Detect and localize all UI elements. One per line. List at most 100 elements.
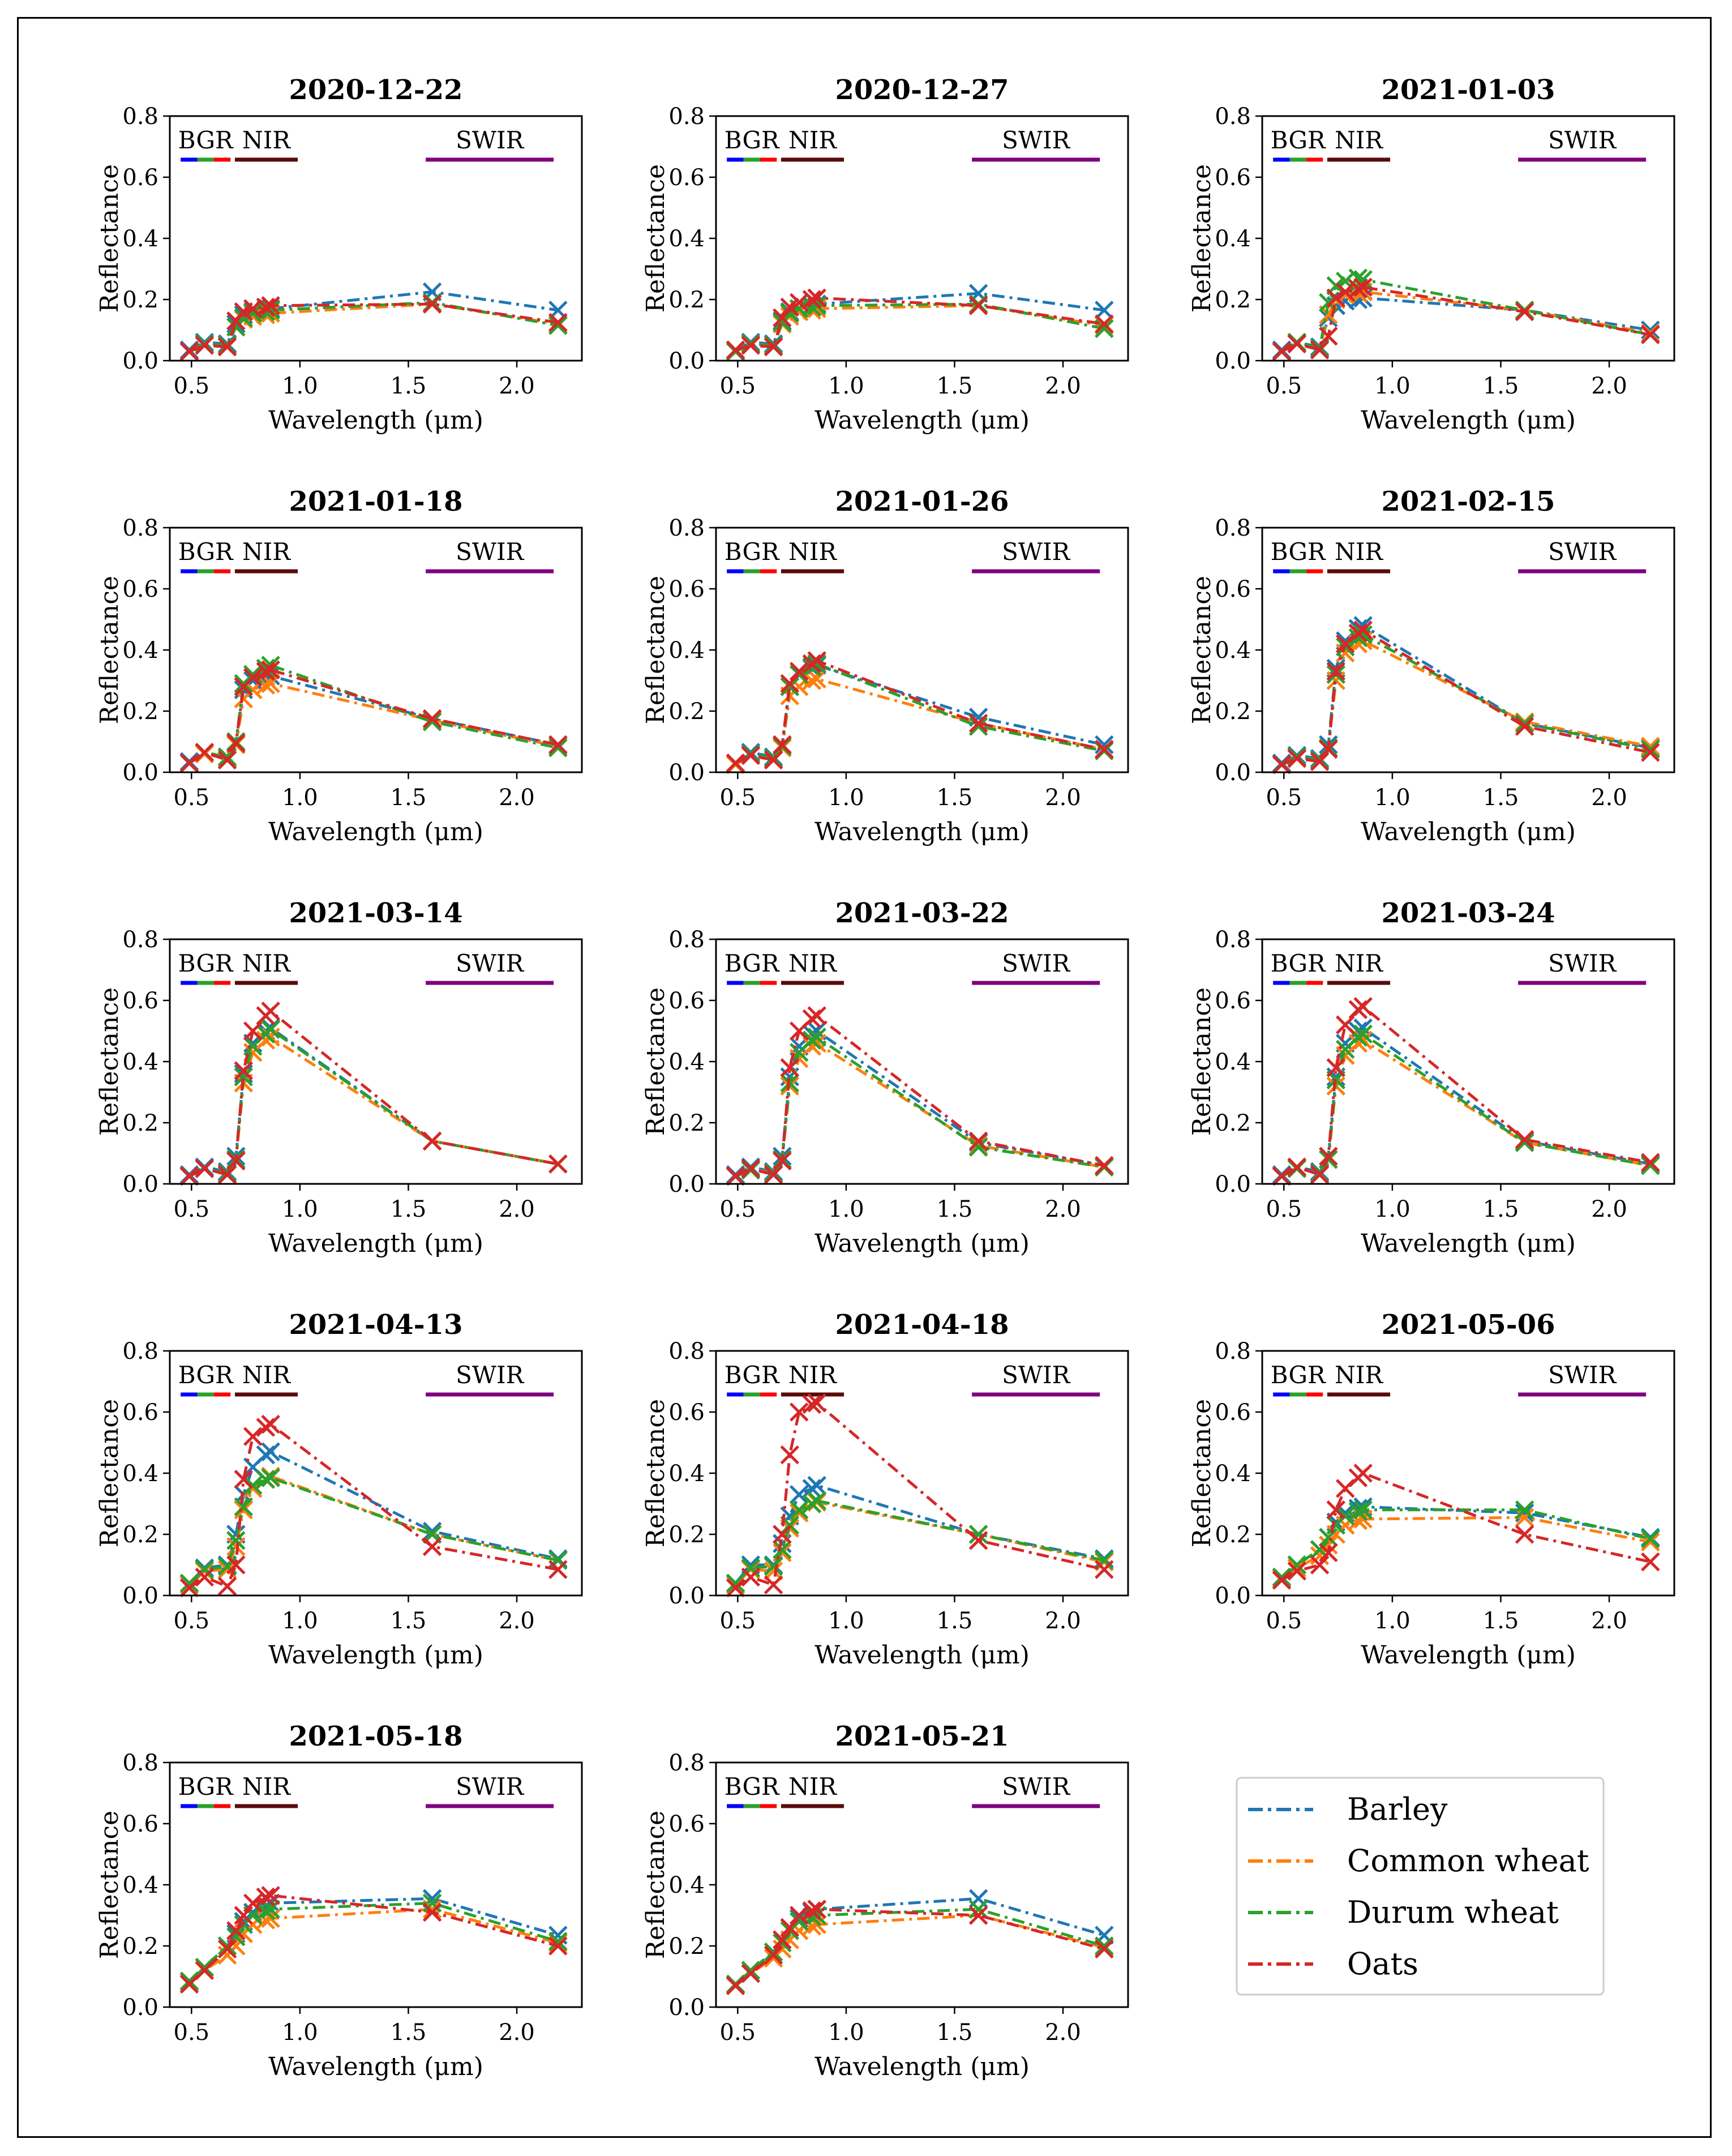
y-tick-label: 0.6 bbox=[668, 988, 705, 1014]
y-tick-label: 0.6 bbox=[122, 165, 158, 191]
band-label-swir: SWIR bbox=[456, 1361, 525, 1389]
band-label-nir: NIR bbox=[788, 1361, 837, 1389]
data-point-oats bbox=[1319, 1147, 1338, 1166]
data-point-durum-wheat bbox=[807, 1028, 826, 1047]
band-label-swir: SWIR bbox=[1002, 126, 1071, 154]
data-point-oats bbox=[741, 1964, 761, 1983]
data-point-durum-wheat bbox=[780, 677, 800, 696]
data-point-durum-wheat bbox=[741, 1961, 761, 1980]
x-tick-label: 1.0 bbox=[282, 1608, 318, 1634]
data-point-durum-wheat bbox=[968, 1525, 988, 1544]
series-line-common-wheat bbox=[188, 1036, 559, 1178]
x-tick-label: 2.0 bbox=[1591, 1608, 1627, 1634]
band-label-nir: NIR bbox=[1335, 949, 1383, 977]
band-label-nir: NIR bbox=[242, 949, 291, 977]
y-tick-label: 0.6 bbox=[1215, 988, 1251, 1014]
y-tick-label: 0.2 bbox=[668, 1522, 705, 1548]
data-point-common-wheat bbox=[1326, 671, 1346, 690]
data-point-oats bbox=[1287, 748, 1307, 768]
data-point-oats bbox=[1326, 288, 1346, 308]
x-tick-label: 1.0 bbox=[1374, 373, 1411, 399]
data-point-oats bbox=[1348, 279, 1368, 298]
x-tick-label: 2.0 bbox=[499, 1196, 535, 1222]
subplot-title: 2021-01-18 bbox=[289, 486, 462, 517]
data-point-oats bbox=[741, 746, 761, 765]
subplot-title: 2021-05-06 bbox=[1381, 1309, 1555, 1341]
data-point-oats bbox=[179, 1974, 199, 1994]
plot-frame bbox=[715, 115, 1129, 362]
x-axis-label: Wavelength (μm) bbox=[268, 1229, 483, 1258]
y-axis-label: Reflectance bbox=[95, 1399, 124, 1547]
data-point-oats bbox=[726, 1166, 745, 1186]
plot-frame bbox=[715, 938, 1129, 1185]
data-point-durum-wheat bbox=[261, 1020, 280, 1040]
data-point-oats bbox=[764, 750, 783, 770]
subplot-2021-03-22: 2021-03-22 0.0 0.2 0.4 0.6 0.8 0.5 1.0 1.5 2.0 Wav… bbox=[641, 897, 1129, 1258]
plot-frame bbox=[169, 938, 583, 1185]
data-point-barley bbox=[1095, 301, 1114, 320]
x-tick-label: 0.5 bbox=[1266, 785, 1302, 811]
data-point-oats bbox=[226, 733, 246, 753]
y-tick-label: 0.2 bbox=[122, 1110, 158, 1136]
data-point-oats bbox=[217, 337, 237, 357]
data-point-durum-wheat bbox=[807, 1491, 826, 1511]
x-tick-label: 1.0 bbox=[1374, 1608, 1411, 1634]
data-point-oats bbox=[261, 1886, 280, 1905]
data-point-oats bbox=[773, 735, 792, 755]
data-point-durum-wheat bbox=[1641, 1156, 1660, 1175]
data-point-durum-wheat bbox=[261, 1900, 280, 1919]
data-point-barley bbox=[968, 708, 988, 727]
subplot-title: 2021-01-03 bbox=[1381, 74, 1555, 106]
data-point-oats bbox=[789, 662, 809, 681]
data-point-durum-wheat bbox=[773, 1540, 792, 1559]
data-point-oats bbox=[968, 713, 988, 733]
x-tick-label: 0.5 bbox=[1266, 1196, 1302, 1222]
data-point-oats bbox=[548, 735, 568, 755]
data-point-oats bbox=[773, 1151, 792, 1171]
y-tick-label: 0.2 bbox=[668, 1933, 705, 1960]
y-tick-label: 0.2 bbox=[1215, 699, 1251, 725]
data-point-barley bbox=[1095, 735, 1114, 755]
band-label-bgr: BGR bbox=[1271, 538, 1326, 566]
y-tick-label: 0.2 bbox=[122, 1933, 158, 1960]
data-point-oats bbox=[261, 1002, 280, 1021]
series-line-oats bbox=[735, 1014, 1105, 1178]
series-line-barley bbox=[735, 664, 1105, 764]
y-tick-label: 0.4 bbox=[122, 1461, 158, 1487]
data-point-oats bbox=[968, 1131, 988, 1151]
data-point-oats bbox=[256, 297, 276, 317]
data-point-durum-wheat bbox=[256, 1901, 276, 1920]
series-line-oats bbox=[1281, 285, 1651, 353]
y-axis-label: Reflectance bbox=[1187, 164, 1216, 313]
data-point-oats bbox=[179, 754, 199, 773]
subplot-title: 2020-12-22 bbox=[289, 74, 462, 106]
data-point-oats bbox=[773, 1930, 792, 1949]
subplot-title: 2021-03-22 bbox=[835, 897, 1009, 929]
y-tick-label: 0.0 bbox=[122, 348, 158, 374]
x-tick-label: 2.0 bbox=[1045, 1608, 1081, 1634]
x-tick-label: 1.0 bbox=[828, 785, 864, 811]
band-label-nir: NIR bbox=[242, 1773, 291, 1800]
y-tick-label: 0.4 bbox=[1215, 1049, 1251, 1075]
y-tick-label: 0.0 bbox=[668, 1583, 705, 1609]
subplot-title: 2021-03-14 bbox=[289, 897, 462, 929]
data-point-oats bbox=[1272, 342, 1292, 361]
data-point-oats bbox=[1326, 662, 1346, 681]
band-label-nir: NIR bbox=[1335, 126, 1383, 154]
data-point-oats bbox=[780, 1918, 800, 1937]
subplot-2021-04-18: 2021-04-18 0.0 0.2 0.4 0.6 0.8 0.5 1.0 1.5 2.0 Wav… bbox=[641, 1309, 1129, 1670]
y-tick-label: 0.8 bbox=[1215, 515, 1251, 541]
band-label-swir: SWIR bbox=[1002, 1361, 1071, 1389]
band-label-bgr: BGR bbox=[724, 126, 780, 154]
data-point-common-wheat bbox=[1515, 1508, 1534, 1528]
data-point-oats bbox=[764, 1575, 783, 1594]
series-line-durum-wheat bbox=[734, 1499, 1105, 1585]
data-point-barley bbox=[1641, 320, 1660, 340]
data-point-oats bbox=[1641, 743, 1660, 762]
data-point-barley bbox=[261, 1442, 280, 1461]
y-axis-label: Reflectance bbox=[95, 576, 124, 724]
data-point-oats bbox=[1095, 314, 1114, 333]
data-point-oats bbox=[243, 1893, 263, 1913]
plot-frame bbox=[169, 527, 583, 773]
data-point-oats bbox=[243, 668, 263, 687]
